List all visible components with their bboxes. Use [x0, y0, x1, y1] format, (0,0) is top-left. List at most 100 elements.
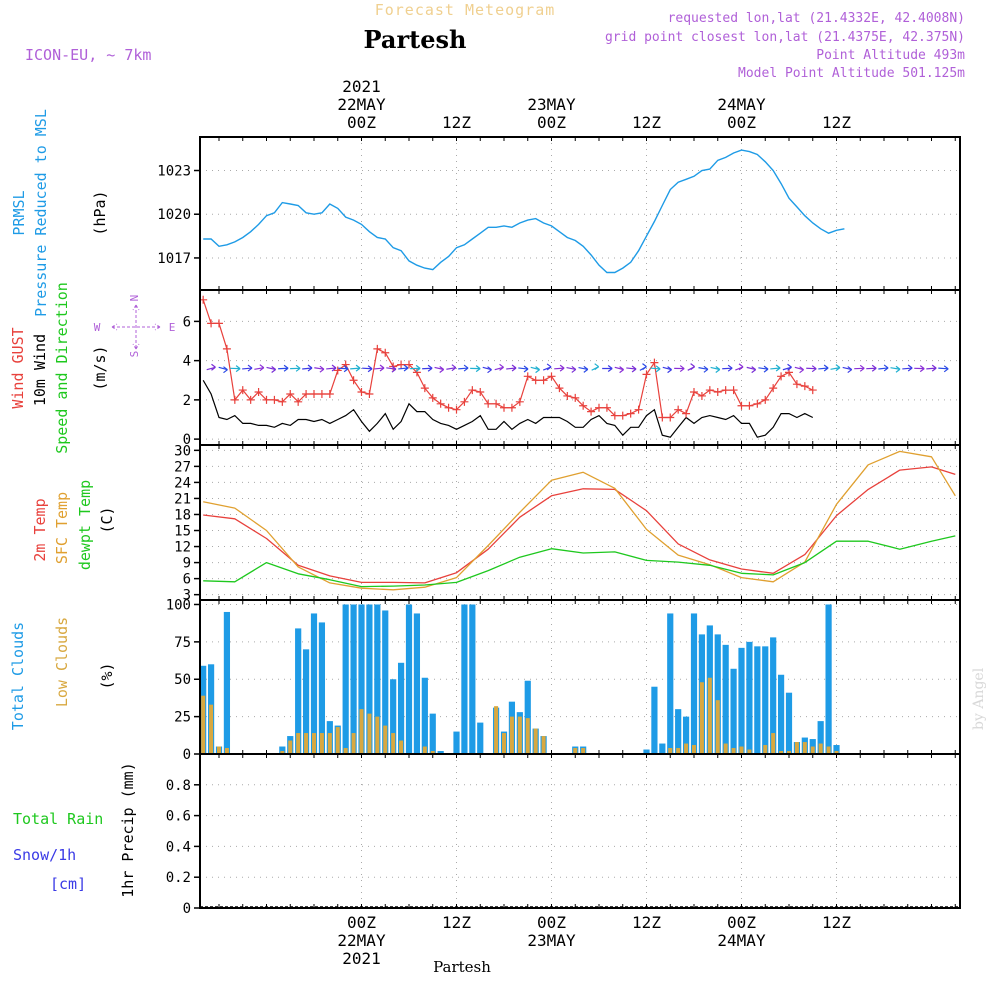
wind-direction-arrow — [902, 367, 913, 370]
pressure-line — [203, 149, 845, 274]
wind-arrow-head — [487, 366, 492, 374]
low-cloud-bar — [573, 748, 578, 754]
wind-arrow-head — [859, 364, 865, 372]
wind-arrow-head — [883, 364, 889, 372]
bottom-axis-label: 2021 — [342, 949, 381, 968]
gust-marker — [705, 386, 714, 395]
gust-marker — [792, 380, 801, 389]
gust-marker — [690, 388, 698, 397]
gust-marker — [207, 319, 216, 328]
low-cloud-bar — [779, 751, 784, 754]
total-cloud-bar — [746, 641, 753, 754]
total-cloud-bar — [382, 610, 389, 754]
total-cloud-bar — [366, 604, 373, 754]
wind-direction-arrow — [578, 366, 588, 370]
low-cloud-bar — [494, 706, 499, 754]
wind-direction-arrow — [842, 366, 852, 371]
low-cloud-bar — [581, 748, 586, 754]
wind-arrow-head — [319, 365, 325, 373]
wind-direction-arrow — [890, 367, 901, 370]
low-cloud-bar — [391, 733, 396, 754]
gust-marker — [674, 405, 683, 414]
gust-marker — [230, 395, 239, 404]
gust-marker — [373, 344, 382, 353]
low-cloud-bar — [280, 751, 285, 754]
low-cloud-bar — [699, 682, 704, 754]
compass-rose-icon — [111, 304, 161, 350]
gust-marker — [682, 409, 691, 418]
gust-marker — [555, 384, 564, 393]
total-cloud-bar — [421, 677, 428, 754]
cloud-panel: 0 25 50 75 100 — [166, 597, 961, 763]
gust-marker — [484, 399, 493, 408]
gust-marker — [302, 389, 311, 398]
gust-marker — [634, 405, 643, 414]
total-cloud-bar — [223, 611, 231, 754]
top-axis-label: 22MAY — [337, 95, 386, 114]
wind-direction-arrow — [458, 367, 469, 370]
wind-arrow-head — [583, 365, 589, 373]
total-cloud-bar — [690, 613, 698, 754]
gust-marker — [737, 401, 746, 410]
y-tick-label: 9 — [183, 556, 191, 572]
compass-west: W — [94, 321, 101, 334]
y-tick-label: 0 — [183, 432, 191, 448]
total-cloud-bar — [524, 680, 531, 754]
wind-arrow-head — [823, 364, 829, 372]
wind-direction-arrow — [554, 367, 565, 370]
y-tick-label: 2 — [183, 393, 191, 409]
gust-marker — [587, 407, 596, 416]
low-cloud-bar — [739, 746, 744, 754]
wind-arrow-head — [763, 365, 769, 373]
wind-direction-arrow — [266, 366, 276, 371]
wind-arrow-head — [295, 364, 301, 372]
temp-dewpt-label: dewpt Temp — [76, 480, 94, 570]
low-cloud-bar — [787, 751, 791, 754]
gust-marker — [215, 319, 223, 328]
wind-arrow-head — [523, 365, 529, 373]
y-tick-label: 24 — [174, 475, 191, 491]
y-tick-label: 1023 — [157, 164, 191, 180]
y-tick-label: 30 — [174, 443, 191, 459]
y-tick-label: 75 — [174, 635, 191, 651]
gust-marker — [507, 403, 516, 412]
low-cloud-bar — [763, 745, 768, 754]
2m-temp-line — [203, 466, 956, 584]
top-axis-label: 00Z — [347, 113, 376, 132]
top-axis-label: 00Z — [727, 113, 756, 132]
low-cloud-bar — [834, 751, 839, 754]
gust-marker — [460, 397, 469, 406]
wind-arrow-head — [619, 366, 624, 374]
cloud-total-label: Total Clouds — [9, 622, 27, 730]
wind-direction-arrow — [566, 366, 576, 371]
gust-marker — [381, 348, 390, 357]
wind-direction-arrow — [374, 367, 385, 370]
wind-arrow-head — [343, 365, 349, 373]
wind-arrow-head — [271, 366, 277, 374]
total-cloud-bar — [714, 634, 721, 754]
y-tick-label: 0.2 — [166, 870, 191, 886]
bottom-axis-label: 12Z — [632, 913, 661, 932]
low-cloud-bar — [747, 749, 752, 754]
model-label: ICON-EU, ~ 7km — [25, 46, 151, 64]
bottom-axis-label: 24MAY — [717, 931, 766, 950]
gust-marker — [294, 397, 303, 406]
gust-marker — [468, 386, 477, 395]
gust-marker — [753, 399, 762, 408]
panel-labels: PRMSL Pressure Reduced to MSL (hPa) Wind GU… — [9, 109, 175, 898]
bottom-axis-label: 00Z — [347, 913, 376, 932]
temp-sfc-label: SFC Temp — [53, 492, 71, 564]
grid-point-coords: grid point closest lon,lat (21.4375E, 42… — [605, 30, 965, 45]
low-cloud-bar — [367, 713, 372, 754]
footer-location: Partesh — [433, 958, 491, 976]
low-cloud-bar — [422, 746, 427, 754]
gust-marker — [325, 389, 334, 398]
gust-marker — [222, 344, 231, 353]
gust-marker — [745, 401, 754, 410]
wind-direction-arrow — [626, 367, 637, 370]
wind-arrow-head — [631, 365, 637, 373]
gust-marker — [610, 411, 619, 420]
total-cloud-bar — [825, 604, 832, 754]
temp-unit: (C) — [98, 506, 116, 533]
